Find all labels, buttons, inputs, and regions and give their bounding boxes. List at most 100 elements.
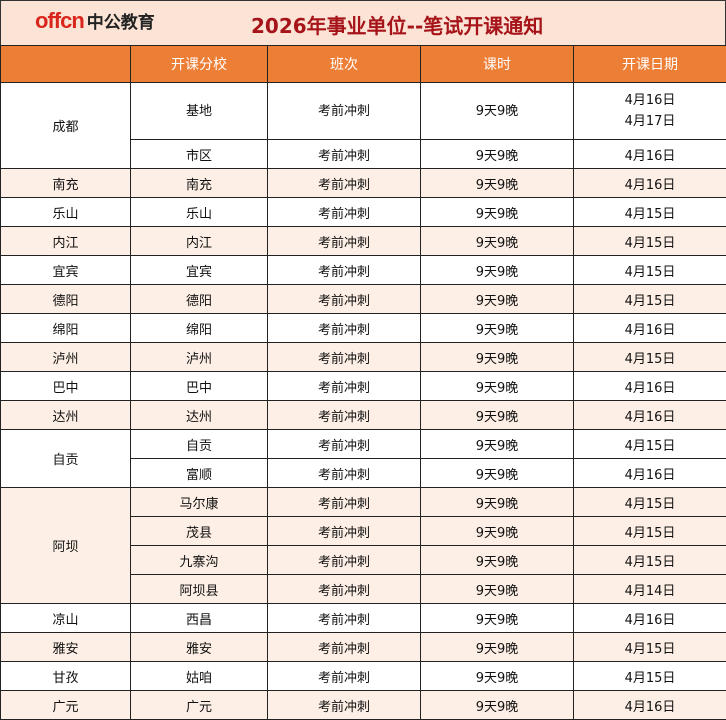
branch-cell: 广元: [130, 690, 268, 720]
date-cell: 4月14日: [573, 574, 726, 604]
city-cell: 甘孜: [0, 661, 131, 691]
branch-cell: 内江: [130, 226, 268, 256]
date-cell: 4月15日: [573, 284, 726, 314]
hours-cell: 9天9晚: [420, 197, 574, 227]
class-cell: 考前冲刺: [267, 284, 421, 314]
date-cell: 4月16日: [573, 458, 726, 488]
start-date: 4月15日: [624, 525, 676, 541]
start-date: 4月15日: [624, 438, 676, 454]
class-cell: 考前冲刺: [267, 458, 421, 488]
class-cell: 考前冲刺: [267, 313, 421, 343]
header-start-date: 开课日期: [573, 45, 726, 83]
branch-cell: 自贡: [130, 429, 268, 459]
date-cell: 4月16日: [573, 371, 726, 401]
table-row: 凉山 西昌 考前冲刺 9天9晚 4月16日: [0, 603, 726, 633]
hours-cell: 9天9晚: [420, 516, 574, 546]
date-cell: 4月15日: [573, 197, 726, 227]
hours-cell: 9天9晚: [420, 342, 574, 372]
class-cell: 考前冲刺: [267, 661, 421, 691]
branch-cell: 姑咱: [130, 661, 268, 691]
hours-cell: 9天9晚: [420, 284, 574, 314]
start-date: 4月16日: [624, 93, 676, 108]
class-cell: 考前冲刺: [267, 400, 421, 430]
table-row: 泸州 泸州 考前冲刺 9天9晚 4月15日: [0, 342, 726, 372]
hours-cell: 9天9晚: [420, 487, 574, 517]
city-cell: 德阳: [0, 284, 131, 314]
branch-cell: 泸州: [130, 342, 268, 372]
table-row: 达州 达州 考前冲刺 9天9晚 4月16日: [0, 400, 726, 430]
start-date: 4月15日: [624, 670, 676, 686]
branch-cell: 市区: [130, 139, 268, 169]
hours-cell: 9天9晚: [420, 168, 574, 198]
branch-cell: 南充: [130, 168, 268, 198]
table-row: 南充 南充 考前冲刺 9天9晚 4月16日: [0, 168, 726, 198]
table-row: 广元 广元 考前冲刺 9天9晚 4月16日: [0, 690, 726, 720]
branch-cell: 绵阳: [130, 313, 268, 343]
class-cell: 考前冲刺: [267, 603, 421, 633]
city-cell: 泸州: [0, 342, 131, 372]
hours-cell: 9天9晚: [420, 400, 574, 430]
date-cell: 4月16日 4月17日: [573, 82, 726, 140]
table-row: 富顺 考前冲刺 9天9晚 4月16日: [1, 458, 726, 488]
hours-cell: 9天9晚: [420, 574, 574, 604]
date-cell: 4月15日: [573, 226, 726, 256]
hours-cell: 9天9晚: [420, 313, 574, 343]
start-date: 4月16日: [624, 148, 676, 164]
start-date: 4月15日: [624, 496, 676, 512]
class-cell: 考前冲刺: [267, 139, 421, 169]
table-row: 绵阳 绵阳 考前冲刺 9天9晚 4月16日: [0, 313, 726, 343]
class-cell: 考前冲刺: [267, 429, 421, 459]
table-row: 茂县 考前冲刺 9天9晚 4月15日: [1, 516, 726, 546]
city-cell: 内江: [0, 226, 131, 256]
branch-cell: 巴中: [130, 371, 268, 401]
city-cell: 宜宾: [0, 255, 131, 285]
hours-cell: 9天9晚: [420, 458, 574, 488]
hours-cell: 9天9晚: [420, 429, 574, 459]
city-cell: 巴中: [0, 371, 131, 401]
class-cell: 考前冲刺: [267, 342, 421, 372]
city-cell: 绵阳: [0, 313, 131, 343]
date-cell: 4月15日: [573, 661, 726, 691]
branch-cell: 西昌: [130, 603, 268, 633]
start-date: 4月15日: [624, 554, 676, 570]
table-row: 内江 内江 考前冲刺 9天9晚 4月15日: [0, 226, 726, 256]
date-cell: 4月15日: [573, 255, 726, 285]
table-row: 阿坝县 考前冲刺 9天9晚 4月14日: [1, 574, 726, 604]
schedule-table: 开课分校 班次 课时 开课日期 成都 基地 考前冲刺 9天9晚 4月16日 4月17日 市区 考前冲…: [0, 45, 726, 720]
class-cell: 考前冲刺: [267, 197, 421, 227]
city-cell: 南充: [0, 168, 131, 198]
banner: offcn 中公教育 2026年事业单位--笔试开课通知: [0, 0, 726, 45]
city-cell: 阿坝: [0, 487, 131, 604]
start-date: 4月14日: [624, 583, 676, 599]
date-cell: 4月15日: [573, 545, 726, 575]
city-cell: 广元: [0, 690, 131, 720]
hours-cell: 9天9晚: [420, 371, 574, 401]
class-cell: 考前冲刺: [267, 255, 421, 285]
page-title: 2026年事业单位--笔试开课通知: [251, 14, 544, 38]
branch-cell: 宜宾: [130, 255, 268, 285]
start-date: 4月16日: [624, 322, 676, 338]
branch-cell: 九寨沟: [130, 545, 268, 575]
class-cell: 考前冲刺: [267, 226, 421, 256]
hours-cell: 9天9晚: [420, 139, 574, 169]
header-branch: 开课分校: [130, 45, 268, 83]
branch-cell: 阿坝县: [130, 574, 268, 604]
date-cell: 4月16日: [573, 603, 726, 633]
hours-cell: 9天9晚: [420, 603, 574, 633]
date-cell: 4月16日: [573, 690, 726, 720]
table-row: 甘孜 姑咱 考前冲刺 9天9晚 4月15日: [0, 661, 726, 691]
header-city: [0, 45, 131, 83]
city-cell: 乐山: [0, 197, 131, 227]
branch-cell: 雅安: [130, 632, 268, 662]
start-date: 4月16日: [624, 380, 676, 396]
date-cell: 4月16日: [573, 313, 726, 343]
header-hours: 课时: [420, 45, 574, 83]
class-cell: 考前冲刺: [267, 168, 421, 198]
hours-cell: 9天9晚: [420, 545, 574, 575]
table-row: 九寨沟 考前冲刺 9天9晚 4月15日: [1, 545, 726, 575]
class-cell: 考前冲刺: [267, 487, 421, 517]
start-date: 4月16日: [624, 699, 676, 715]
start-date: 4月16日: [624, 612, 676, 628]
date-cell: 4月15日: [573, 632, 726, 662]
city-cell: 雅安: [0, 632, 131, 662]
